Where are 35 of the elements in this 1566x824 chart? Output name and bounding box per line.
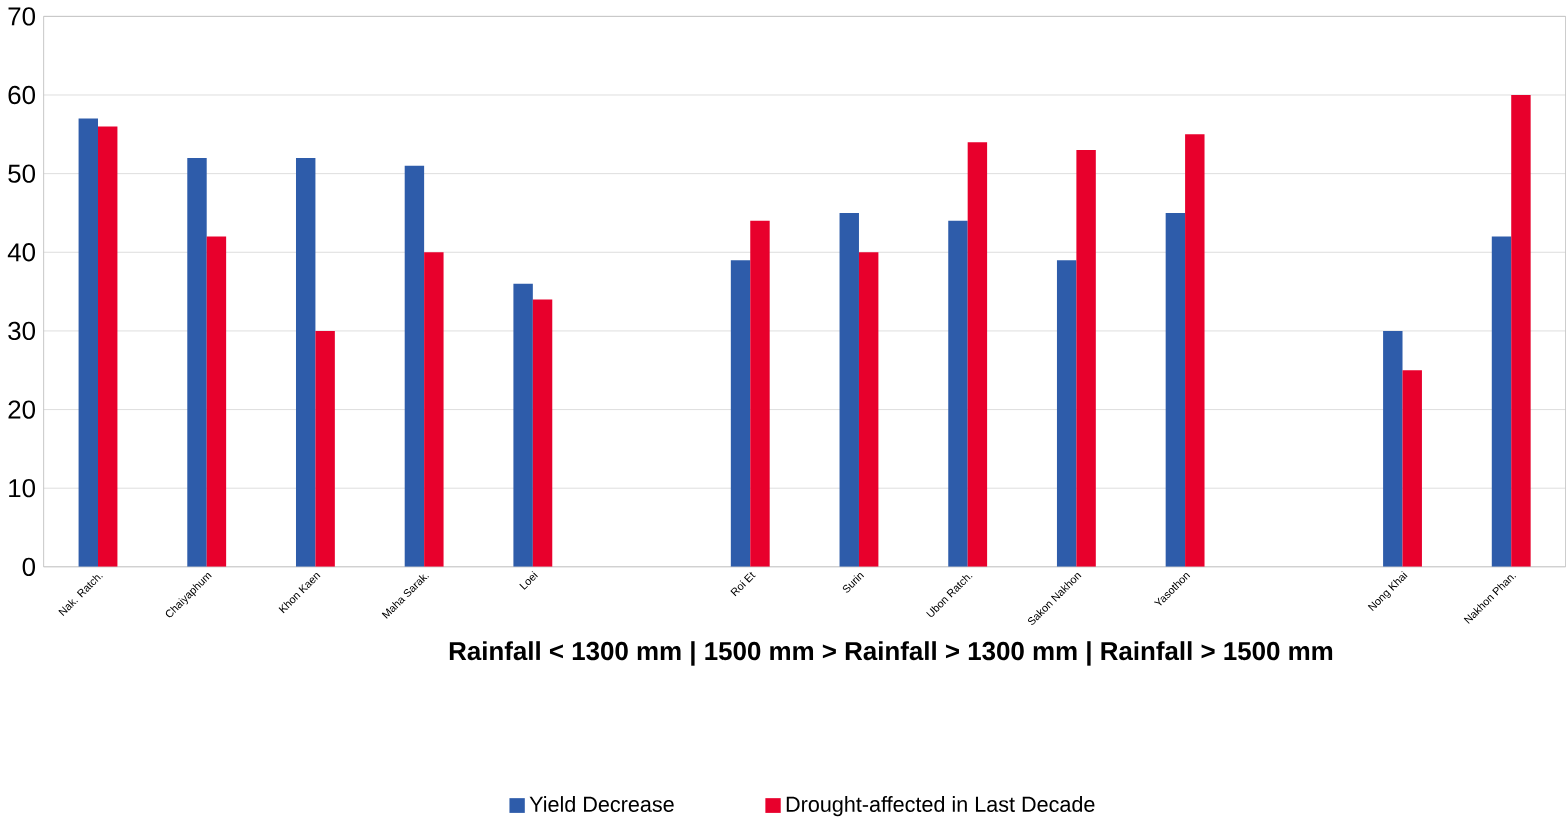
legend-label: Drought-affected in Last Decade bbox=[786, 796, 1095, 817]
bar bbox=[1402, 370, 1422, 568]
bar bbox=[948, 221, 968, 568]
bar bbox=[532, 299, 553, 568]
bar bbox=[1076, 150, 1096, 568]
bar bbox=[1185, 134, 1205, 568]
bar bbox=[1511, 95, 1531, 568]
y-tick-label: 60 bbox=[8, 86, 36, 105]
bar bbox=[1165, 213, 1186, 568]
bar bbox=[1383, 331, 1403, 568]
bar bbox=[98, 126, 118, 568]
bar bbox=[424, 252, 444, 568]
legend-label: Yield Decrease bbox=[529, 796, 674, 813]
bar bbox=[404, 165, 425, 568]
bar bbox=[750, 221, 770, 568]
y-tick-label: 40 bbox=[7, 243, 36, 262]
bar bbox=[858, 252, 879, 568]
bar bbox=[187, 158, 207, 568]
bar bbox=[967, 142, 988, 568]
y-tick-label: 10 bbox=[9, 479, 36, 498]
y-tick-label: 20 bbox=[8, 400, 36, 419]
bar bbox=[78, 118, 98, 568]
x-axis-title: Rainfall < 1300 mm | 1500 mm > Rainfall > 1300 mm | Rainfall > 1500 mm bbox=[449, 641, 1333, 666]
y-tick-label: 0 bbox=[22, 557, 36, 577]
bar bbox=[295, 158, 316, 568]
bar bbox=[315, 331, 335, 568]
bar bbox=[730, 260, 751, 568]
bar bbox=[513, 283, 533, 568]
y-tick-label: 70 bbox=[8, 7, 36, 26]
y-tick-label: 30 bbox=[8, 321, 36, 341]
bar bbox=[839, 213, 859, 568]
bar bbox=[1491, 236, 1512, 568]
y-tick-label: 50 bbox=[8, 164, 36, 183]
bar bbox=[1056, 260, 1077, 568]
bar bbox=[206, 236, 227, 568]
